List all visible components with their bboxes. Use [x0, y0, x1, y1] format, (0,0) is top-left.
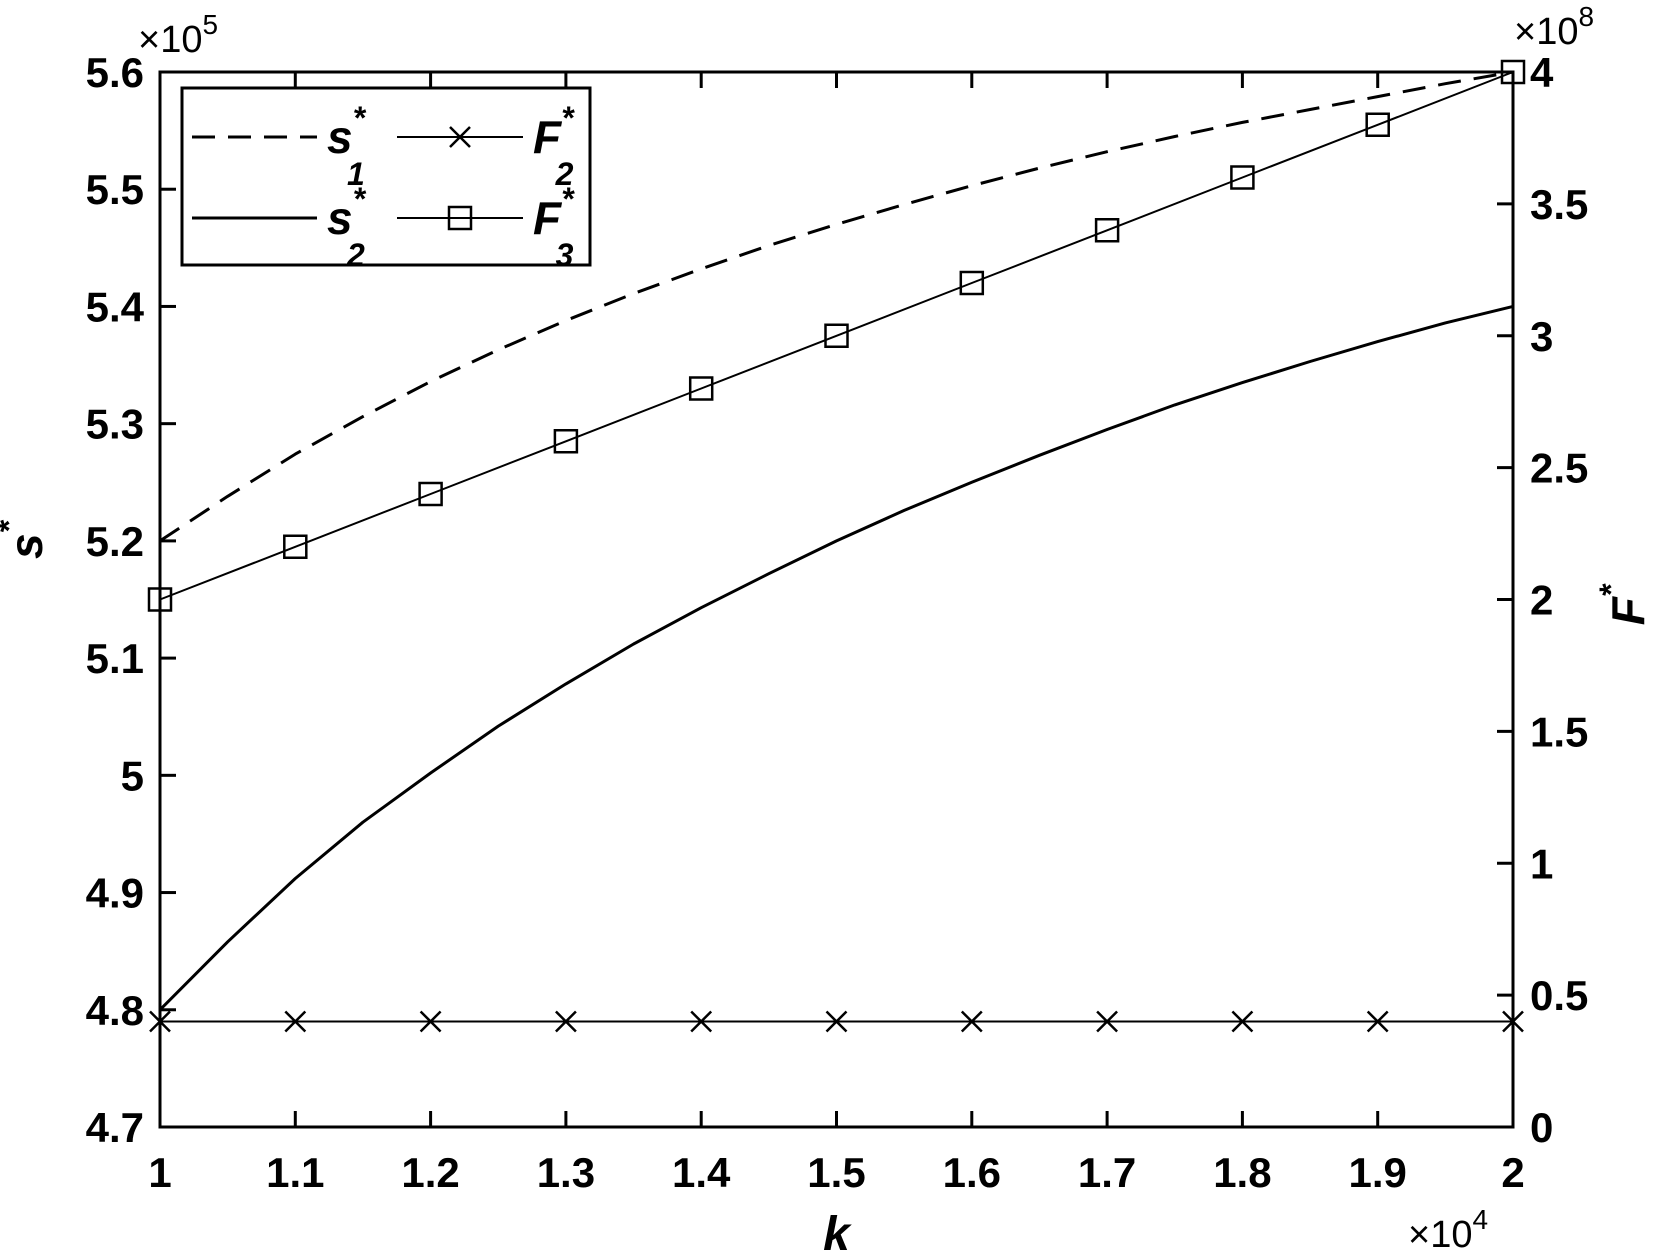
right-axis-exponent-label: ×108 — [1514, 1, 1594, 53]
x-marker — [1096, 1010, 1118, 1033]
square-marker — [1094, 218, 1120, 243]
left-y-axis-label: s* — [0, 519, 52, 559]
x-tick-label: 1 — [148, 1149, 171, 1196]
left-tick-label: 5.3 — [86, 401, 144, 448]
square-marker — [553, 429, 579, 454]
left-tick-label: 4.9 — [86, 870, 144, 917]
right-tick-label: 3.5 — [1530, 181, 1588, 228]
right-tick-label: 2 — [1530, 577, 1553, 624]
left-tick-label: 4.8 — [86, 987, 144, 1034]
square-marker — [147, 587, 173, 612]
x-tick-label: 1.2 — [401, 1149, 459, 1196]
x-tick-label: 1.6 — [943, 1149, 1001, 1196]
series-s2 — [158, 304, 1514, 1011]
series-line-s2 — [158, 304, 1514, 1011]
left-axis-exponent-label: ×105 — [138, 9, 218, 61]
left-tick-label: 5 — [121, 752, 144, 799]
left-tick-label: 5.6 — [86, 49, 144, 96]
x-marker — [284, 1010, 307, 1033]
x-marker — [419, 1010, 442, 1033]
x-tick-label: 1.5 — [807, 1149, 865, 1196]
x-tick-label: 1.8 — [1213, 1149, 1271, 1196]
series-s1 — [159, 70, 1514, 543]
legend-box — [180, 86, 592, 267]
square-marker — [1500, 59, 1526, 85]
right-tick-label: 4 — [1530, 49, 1554, 96]
right-tick-label: 2.5 — [1530, 445, 1588, 492]
square-marker — [824, 323, 849, 348]
right-tick-label: 3 — [1530, 313, 1553, 360]
legend-label-F3: F* 3 — [533, 181, 575, 273]
x-marker — [825, 1010, 848, 1033]
square-marker — [283, 534, 308, 559]
x-marker — [149, 1010, 171, 1033]
right-tick-label: 0.5 — [1530, 972, 1588, 1019]
left-tick-label: 5.2 — [86, 518, 144, 565]
legend-label-s1: s* 1 — [327, 100, 367, 192]
series-line-F3 — [159, 71, 1514, 601]
series-F2 — [149, 1010, 1524, 1033]
legend: s* 1s* 2 F* 2F* 3 — [180, 86, 592, 273]
square-marker — [1230, 165, 1255, 190]
left-tick-label: 5.4 — [86, 283, 145, 330]
legend-square-marker — [447, 205, 473, 231]
series-line-s1 — [159, 70, 1514, 543]
right-y-axis-label: F* — [1593, 583, 1654, 625]
x-marker — [555, 1010, 577, 1033]
x-tick-label: 1.4 — [672, 1149, 731, 1196]
legend-label-s2: s* 2 — [327, 181, 367, 273]
square-marker — [1365, 112, 1390, 137]
x-tick-label: 1.9 — [1349, 1149, 1407, 1196]
left-tick-label: 4.7 — [86, 1104, 144, 1151]
square-marker — [418, 481, 443, 507]
x-marker — [1231, 1010, 1254, 1033]
left-tick-label: 5.1 — [86, 635, 144, 682]
x-marker — [960, 1010, 983, 1033]
x-marker — [1502, 1010, 1524, 1033]
right-tick-label: 1 — [1530, 840, 1553, 887]
x-tick-label: 1.3 — [537, 1149, 595, 1196]
square-marker — [959, 270, 985, 296]
square-marker — [688, 376, 714, 401]
x-axis-label: k — [823, 1208, 852, 1259]
x-tick-label: 2 — [1501, 1149, 1524, 1196]
legend-x-marker — [449, 126, 471, 148]
x-tick-label: 1.7 — [1078, 1149, 1136, 1196]
x-axis-exponent-label: ×104 — [1408, 1204, 1488, 1256]
x-tick-label: 1.1 — [266, 1149, 324, 1196]
series-F3 — [147, 59, 1526, 612]
left-tick-label: 5.5 — [86, 166, 144, 213]
right-tick-label: 1.5 — [1530, 708, 1588, 755]
right-tick-label: 0 — [1530, 1104, 1553, 1151]
legend-label-F2: F* 2 — [533, 100, 575, 192]
x-marker — [1366, 1010, 1389, 1033]
x-marker — [690, 1010, 713, 1033]
